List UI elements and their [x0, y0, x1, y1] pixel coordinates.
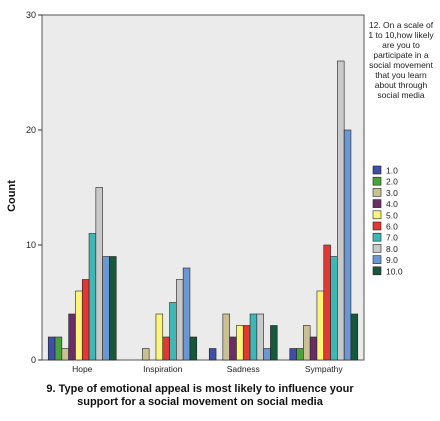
legend-swatch [372, 255, 382, 264]
legend-title: 12. On a scale of 1 to 10,how likely are… [368, 20, 434, 100]
y-axis: 0 10 20 30 [26, 10, 42, 365]
legend-label: 2.0 [386, 177, 398, 187]
bar-sympathy-10.0 [350, 313, 359, 361]
bar-hope-2.0 [54, 336, 63, 361]
legend: 1.02.03.04.05.0 6.07.08.09.010.0 [372, 165, 403, 276]
bar-inspiration-8.0 [176, 279, 184, 361]
x-axis-label: 9. Type of emotional appeal is most like… [46, 383, 354, 408]
legend-label: 10.0 [386, 266, 403, 276]
legend-label: 5.0 [386, 210, 398, 220]
y-tick-label: 0 [31, 355, 36, 365]
x-category-label: Sadness [227, 364, 260, 374]
legend-label: 1.0 [386, 166, 398, 176]
bar-hope-8.0 [95, 187, 103, 361]
bar-inspiration-9.0 [182, 267, 191, 361]
bar-sympathy-3.0 [303, 325, 311, 361]
bar-hope-6.0 [81, 279, 90, 361]
x-category-label: Inspiration [143, 364, 182, 374]
legend-label: 7.0 [386, 233, 398, 243]
legend-label: 8.0 [386, 244, 398, 254]
bar-sympathy-4.0 [309, 336, 318, 361]
bar-hope-3.0 [61, 348, 69, 361]
bar-hope-7.0 [88, 233, 97, 361]
x-category-label: Hope [72, 364, 93, 374]
bar-sadness-4.0 [229, 336, 237, 361]
bar-sadness-7.0 [249, 313, 258, 361]
legend-swatch [372, 266, 382, 276]
bar-hope-4.0 [68, 313, 76, 361]
bar-sympathy-9.0 [343, 129, 352, 361]
legend-swatch [372, 232, 382, 242]
bars-group [47, 60, 359, 361]
y-tick-label: 30 [26, 10, 36, 20]
bar-inspiration-7.0 [169, 302, 177, 361]
bar-hope-1.0 [47, 336, 56, 361]
y-tick-label: 10 [26, 240, 36, 250]
legend-label: 3.0 [386, 188, 398, 198]
y-axis-label: Count [6, 180, 18, 212]
bar-sadness-10.0 [270, 325, 278, 361]
bar-sympathy-7.0 [330, 256, 338, 361]
bar-sadness-5.0 [236, 325, 244, 361]
bar-sadness-6.0 [242, 325, 251, 361]
bar-inspiration-6.0 [162, 336, 170, 361]
legend-label: 4.0 [386, 199, 398, 209]
bar-sadness-9.0 [263, 348, 271, 361]
bar-inspiration-3.0 [142, 348, 150, 361]
legend-label: 6.0 [386, 222, 398, 232]
legend-swatch [372, 221, 382, 231]
bar-hope-5.0 [75, 290, 83, 361]
bar-hope-10.0 [109, 256, 117, 361]
bar-sadness-1.0 [208, 348, 217, 361]
bar-sympathy-2.0 [296, 348, 304, 361]
bar-sadness-3.0 [222, 313, 230, 361]
y-tick-label: 20 [26, 125, 36, 135]
bar-hope-9.0 [102, 256, 110, 361]
bar-sympathy-1.0 [289, 348, 297, 361]
legend-swatch [372, 199, 382, 208]
bar-sympathy-5.0 [316, 290, 325, 361]
legend-swatch [372, 244, 382, 253]
bar-inspiration-10.0 [189, 336, 198, 361]
x-category-label: Sympathy [305, 364, 344, 374]
x-axis: Hope Inspiration Sadness Sympathy [72, 364, 343, 374]
bar-inspiration-5.0 [155, 313, 164, 361]
legend-label: 9.0 [386, 255, 398, 265]
legend-swatch [372, 165, 382, 175]
bar-sadness-8.0 [256, 313, 264, 361]
legend-swatch [372, 210, 382, 220]
legend-swatch [372, 176, 382, 186]
legend-swatch [372, 188, 382, 197]
bar-sympathy-8.0 [337, 60, 345, 361]
bar-sympathy-6.0 [323, 244, 331, 361]
